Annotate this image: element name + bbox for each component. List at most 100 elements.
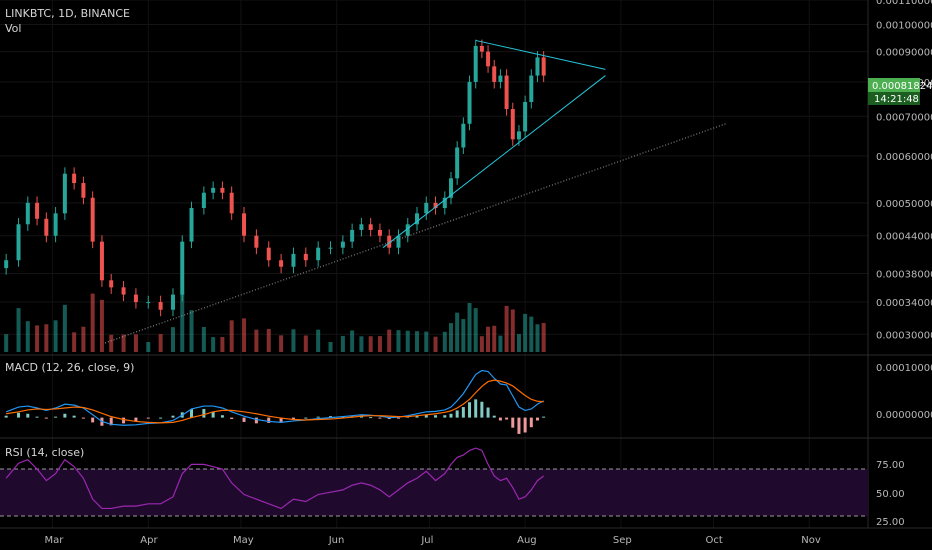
- volume-bar: [387, 329, 392, 352]
- volume-bar: [424, 331, 429, 352]
- volume-bar: [535, 324, 540, 352]
- candle-body: [133, 294, 138, 303]
- volume-bar: [72, 332, 77, 352]
- candle-body: [415, 213, 420, 225]
- price-tick: 0.00034000: [876, 298, 932, 309]
- candle-body: [201, 192, 206, 209]
- candle-body: [405, 224, 410, 236]
- macd-histogram-bar: [424, 414, 428, 418]
- volume-bar: [504, 305, 509, 352]
- volume-bar: [340, 335, 345, 352]
- candle-body: [99, 241, 104, 281]
- candle-body: [498, 75, 503, 82]
- macd-histogram-bar: [378, 417, 382, 419]
- volume-label[interactable]: Vol: [5, 22, 22, 35]
- candle-body: [121, 287, 126, 295]
- candle-body: [523, 101, 528, 132]
- macd-label[interactable]: MACD (12, 26, close, 9): [5, 361, 135, 374]
- candle-body: [492, 66, 497, 82]
- trendline[interactable]: [382, 75, 606, 249]
- macd-histogram-bar: [304, 417, 308, 419]
- candle-body: [504, 75, 509, 110]
- volume-bar: [201, 327, 206, 352]
- candle-body: [291, 253, 296, 267]
- time-tick: Aug: [517, 535, 537, 546]
- candle-body: [455, 147, 460, 179]
- candle-body: [359, 224, 364, 230]
- macd-histogram-bar: [17, 412, 21, 418]
- trendlines[interactable]: [104, 39, 727, 344]
- volume-bar: [455, 312, 460, 352]
- volume-bar: [461, 319, 466, 352]
- candle-body: [340, 241, 345, 248]
- volume-bar: [16, 308, 21, 352]
- volume-bar: [328, 342, 333, 352]
- volume-bar: [254, 329, 259, 352]
- macd-histogram-bar: [146, 417, 150, 419]
- rsi-panel: [5, 447, 545, 510]
- candle-body: [328, 247, 333, 249]
- volume-bar: [368, 336, 373, 352]
- macd-histogram-bar: [54, 416, 58, 418]
- macd-histogram-bar: [35, 416, 39, 418]
- rsi-label[interactable]: RSI (14, close): [5, 446, 85, 459]
- trendline[interactable]: [475, 39, 606, 70]
- symbol-title[interactable]: LINKBTC, 1D, BINANCE: [5, 7, 130, 20]
- candle-body: [72, 173, 77, 184]
- macd-histogram-bar: [171, 415, 175, 418]
- macd-histogram-bar: [369, 417, 373, 419]
- macd-histogram-bar: [211, 411, 215, 418]
- price-tick: 0.00038000: [876, 269, 932, 280]
- candle-body: [350, 229, 355, 242]
- macd-histogram-bar: [109, 417, 113, 426]
- volume-bar: [405, 330, 410, 352]
- rsi-tick-75: 75.00: [876, 460, 905, 471]
- macd-histogram-bar: [486, 407, 490, 418]
- candle-body: [35, 202, 40, 219]
- macd-histogram-bar: [91, 417, 95, 423]
- macd-histogram-bar: [254, 417, 258, 424]
- candle-body: [387, 235, 392, 248]
- macd-histogram-bar: [387, 417, 391, 420]
- time-tick: Oct: [706, 535, 723, 546]
- volume-bar: [133, 334, 138, 352]
- macd-histogram-bar: [81, 417, 85, 419]
- candle-body: [180, 241, 185, 295]
- volume-bar: [541, 322, 546, 352]
- last-price-value: 0.00081824: [872, 81, 932, 92]
- volume-bar: [492, 325, 497, 352]
- volume-bar: [529, 316, 534, 352]
- time-tick: Jul: [420, 535, 433, 546]
- macd-histogram-bar: [159, 417, 163, 419]
- macd-histogram-bar: [434, 415, 438, 418]
- volume-bar: [4, 334, 9, 352]
- volume-bar: [81, 326, 86, 352]
- macd-histogram-bar: [202, 408, 206, 418]
- signal-line: [6, 379, 544, 424]
- time-axis[interactable]: Mar Apr May Jun Jul Aug Sep Oct Nov: [45, 535, 821, 546]
- macd-histogram-bar: [523, 417, 527, 433]
- macd-histogram-bar: [535, 417, 539, 421]
- volume-bar: [359, 336, 364, 352]
- volume-bar: [442, 331, 447, 352]
- candle-body: [467, 81, 472, 124]
- volume-bar: [99, 299, 104, 352]
- macd-histogram-bar: [242, 417, 246, 422]
- candle-body: [44, 218, 49, 236]
- macd-line: [5, 369, 544, 426]
- rsi-tick-50: 50.00: [876, 489, 905, 500]
- volume-bar: [498, 335, 503, 352]
- candle-body: [486, 51, 491, 67]
- macd-histogram-bar: [316, 416, 320, 418]
- time-tick: May: [233, 535, 254, 546]
- volume-bar: [90, 293, 95, 352]
- volume-bar: [44, 324, 49, 352]
- macd-histogram-bar: [415, 415, 419, 418]
- volume-bar: [377, 336, 382, 352]
- volume-bars: [4, 293, 546, 352]
- volume-bar: [266, 329, 271, 352]
- rsi-tick-25: 25.00: [876, 517, 905, 528]
- candle-body: [516, 131, 521, 140]
- time-tick: Mar: [45, 535, 65, 546]
